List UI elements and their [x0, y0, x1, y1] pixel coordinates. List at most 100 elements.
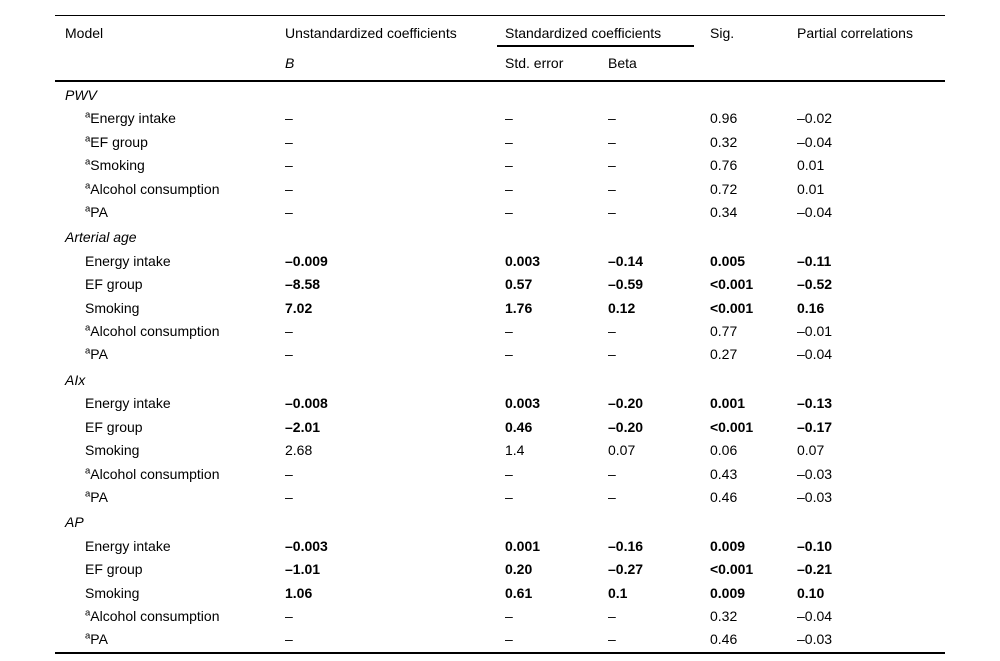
cell-beta: 0.1 — [608, 584, 628, 601]
table-row: Energy intake –0.008 0.003 –0.20 0.001 –0.13 — [55, 392, 945, 415]
cell-sig: 0.96 — [710, 110, 738, 127]
cell-sig: 0.72 — [710, 180, 738, 197]
cell-std-error: – — [505, 133, 513, 150]
cell-partial-correlation: 0.01 — [797, 180, 825, 197]
cell-b: – — [285, 133, 293, 150]
cell-std-error: 1.4 — [505, 442, 525, 459]
cell-beta: –0.20 — [608, 418, 644, 435]
cell-beta: – — [608, 323, 616, 340]
table-row: Energy intake –0.003 0.001 –0.16 0.009 –0.10 — [55, 535, 945, 558]
cell-sig: <0.001 — [710, 418, 754, 435]
cell-beta: 0.12 — [608, 299, 636, 316]
cell-partial-correlation: –0.52 — [797, 276, 833, 293]
cell-sig: 0.76 — [710, 157, 738, 174]
section-title-row: AP — [55, 509, 945, 534]
cell-b: – — [285, 157, 293, 174]
cell-partial-correlation: –0.21 — [797, 561, 833, 578]
cell-std-error: – — [505, 607, 513, 624]
table-row: aPA – – – 0.46 –0.03 — [55, 486, 945, 509]
cell-std-error: – — [505, 323, 513, 340]
cell-beta: – — [608, 465, 616, 482]
row-label: aEnergy intake — [85, 109, 176, 127]
cell-std-error: 0.20 — [505, 561, 533, 578]
table-row: EF group –1.01 0.20 –0.27 <0.001 –0.21 — [55, 558, 945, 581]
table-row: aEnergy intake – – – 0.96 –0.02 — [55, 107, 945, 130]
cell-beta: – — [608, 631, 616, 648]
footnote-marker: a — [85, 156, 91, 168]
cell-sig: 0.009 — [710, 537, 746, 554]
cell-std-error: – — [505, 346, 513, 363]
table-row: aEF group – – – 0.32 –0.04 — [55, 131, 945, 154]
cell-std-error: – — [505, 110, 513, 127]
table-row: EF group –8.58 0.57 –0.59 <0.001 –0.52 — [55, 273, 945, 296]
cell-beta: – — [608, 204, 616, 221]
header-b: B — [285, 55, 295, 71]
cell-b: –0.008 — [285, 395, 328, 412]
cell-beta: – — [608, 157, 616, 174]
cell-b: –0.003 — [285, 537, 328, 554]
cell-sig: 0.77 — [710, 323, 738, 340]
cell-std-error: – — [505, 157, 513, 174]
cell-b: – — [285, 110, 293, 127]
cell-b: – — [285, 323, 293, 340]
cell-partial-correlation: 0.07 — [797, 442, 825, 459]
cell-sig: 0.43 — [710, 465, 738, 482]
cell-b: – — [285, 204, 293, 221]
footnote-marker: a — [85, 630, 91, 642]
cell-b: 2.68 — [285, 442, 313, 459]
cell-beta: – — [608, 110, 616, 127]
cell-b: –8.58 — [285, 276, 321, 293]
cell-beta: – — [608, 607, 616, 624]
cell-b: – — [285, 607, 293, 624]
cell-b: 1.06 — [285, 584, 313, 601]
cell-sig: <0.001 — [710, 561, 754, 578]
cell-partial-correlation: –0.04 — [797, 133, 833, 150]
table-row: Smoking 7.02 1.76 0.12 <0.001 0.16 — [55, 297, 945, 320]
cell-b: – — [285, 631, 293, 648]
cell-partial-correlation: 0.01 — [797, 157, 825, 174]
cell-partial-correlation: –0.03 — [797, 631, 833, 648]
cell-partial-correlation: –0.02 — [797, 110, 833, 127]
row-label: aAlcohol consumption — [85, 322, 220, 340]
footnote-marker: a — [85, 322, 91, 334]
header-row-1: Model Unstandardized coefficients Standa… — [55, 16, 945, 49]
cell-beta: – — [608, 488, 616, 505]
cell-partial-correlation: –0.17 — [797, 418, 833, 435]
header-row-2: B Std. error Beta — [55, 48, 945, 81]
table-row: aAlcohol consumption – – – 0.72 0.01 — [55, 178, 945, 201]
footnote-marker: a — [85, 607, 91, 619]
row-label: Smoking — [85, 584, 140, 601]
table-row: aAlcohol consumption – – – 0.32 –0.04 — [55, 605, 945, 628]
row-label: aPA — [85, 630, 108, 648]
footnote-marker: a — [85, 179, 91, 191]
row-label: Energy intake — [85, 252, 171, 269]
header-partial-correlations: Partial correlations — [797, 25, 913, 41]
cell-partial-correlation: –0.01 — [797, 323, 833, 340]
cell-partial-correlation: –0.04 — [797, 346, 833, 363]
row-label: aEF group — [85, 133, 148, 150]
cell-sig: <0.001 — [710, 299, 754, 316]
table-row: Smoking 1.06 0.61 0.1 0.009 0.10 — [55, 582, 945, 605]
footnote-marker: a — [85, 133, 91, 145]
cell-sig: 0.06 — [710, 442, 738, 459]
cell-beta: – — [608, 180, 616, 197]
table-row: Smoking 2.68 1.4 0.07 0.06 0.07 — [55, 439, 945, 462]
cell-b: – — [285, 488, 293, 505]
row-label: aAlcohol consumption — [85, 607, 220, 624]
footnote-marker: a — [85, 109, 91, 121]
footnote-marker: a — [85, 203, 91, 215]
cell-b: – — [285, 180, 293, 197]
cell-partial-correlation: 0.10 — [797, 584, 825, 601]
table-row: aAlcohol consumption – – – 0.43 –0.03 — [55, 463, 945, 486]
row-label: aPA — [85, 345, 108, 363]
cell-sig: 0.005 — [710, 252, 746, 269]
cell-std-error: 0.57 — [505, 276, 533, 293]
cell-sig: 0.27 — [710, 346, 738, 363]
cell-partial-correlation: –0.04 — [797, 607, 833, 624]
cell-beta: – — [608, 346, 616, 363]
cell-b: –2.01 — [285, 418, 321, 435]
footnote-marker: a — [85, 488, 91, 500]
cell-beta: –0.20 — [608, 395, 644, 412]
table-row: aPA – – – 0.46 –0.03 — [55, 628, 945, 652]
